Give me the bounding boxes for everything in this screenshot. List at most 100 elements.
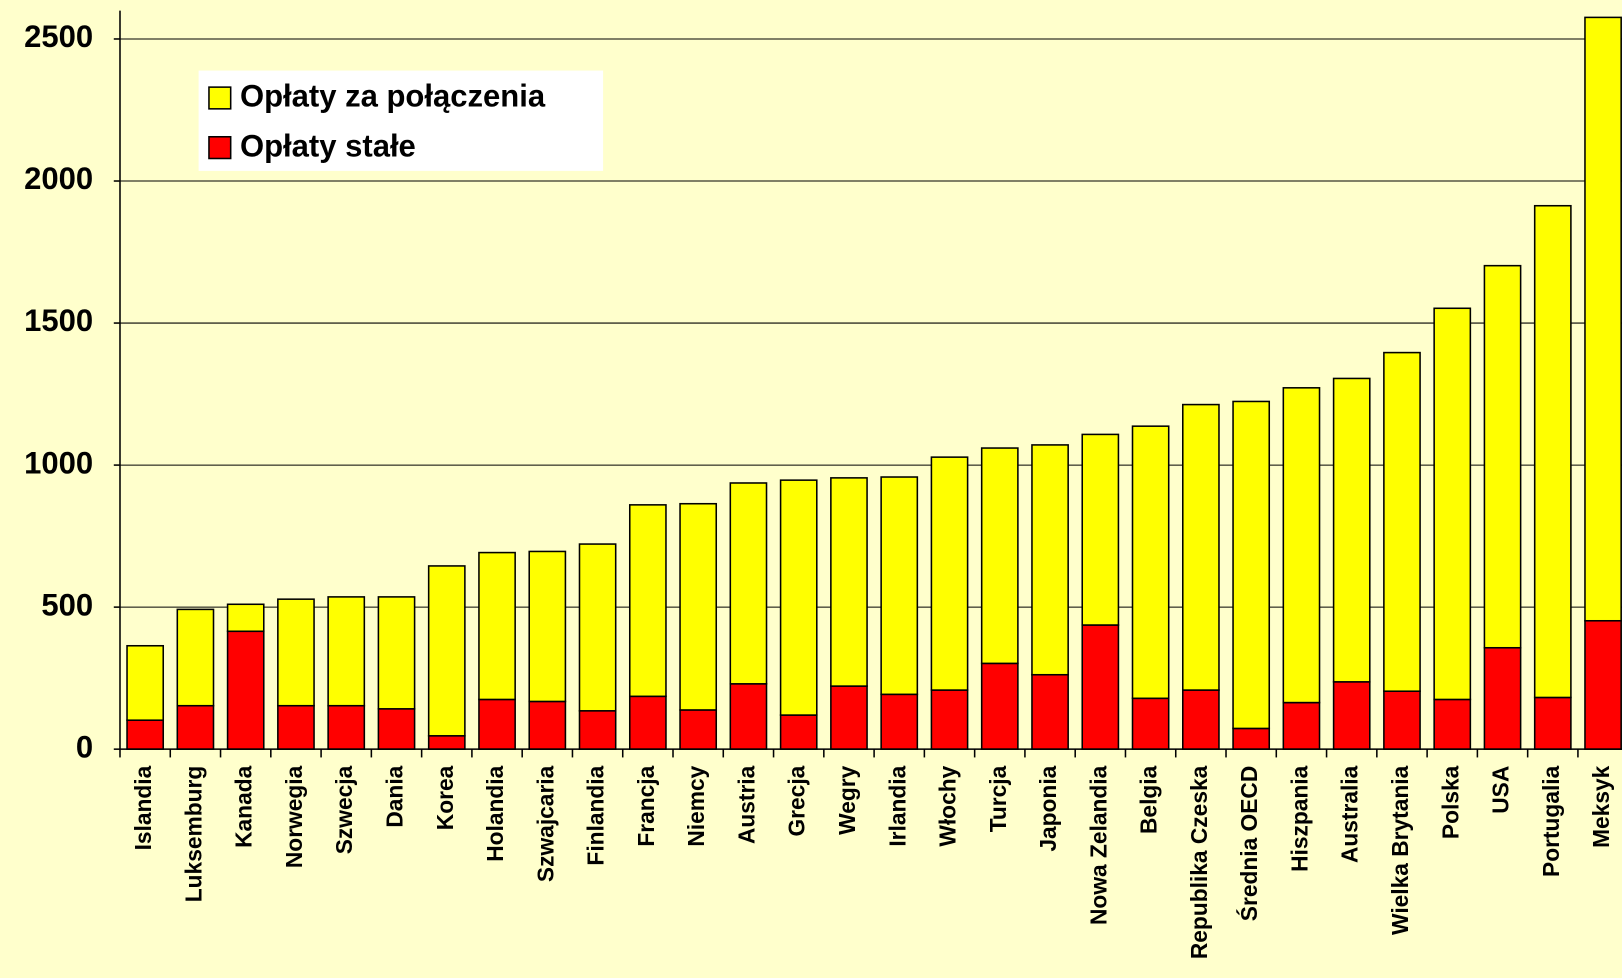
x-tick-label: Wielka Brytania xyxy=(1387,765,1413,935)
bar-segment xyxy=(1282,387,1321,704)
bar-segment xyxy=(277,598,315,707)
bar-segment xyxy=(1533,204,1572,699)
bar-segment xyxy=(1483,264,1522,649)
x-tick-label: Holandia xyxy=(482,765,508,861)
bar-segment xyxy=(1182,403,1220,691)
x-tick-label: Belgia xyxy=(1136,765,1162,834)
bar-segment xyxy=(729,683,768,750)
y-tick-label: 0 xyxy=(76,729,93,764)
bar-segment xyxy=(1031,673,1069,750)
bar-segment xyxy=(1081,433,1120,626)
bar-segment xyxy=(1383,690,1421,750)
y-tick-label: 1000 xyxy=(24,445,93,480)
bar-segment xyxy=(679,709,718,750)
bar-segment xyxy=(980,447,1019,665)
bar-segment xyxy=(1081,624,1120,750)
bar-segment xyxy=(1584,16,1622,622)
x-tick-label: Kanada xyxy=(231,765,257,848)
bar-segment xyxy=(1131,697,1170,750)
x-tick-label: Luksemburg xyxy=(180,766,206,903)
bar-segment xyxy=(377,596,416,710)
bar-segment xyxy=(679,502,718,711)
bar-segment xyxy=(176,704,215,750)
bar-segment xyxy=(126,719,165,750)
bar-segment xyxy=(327,704,366,750)
bar-segment xyxy=(1031,444,1069,676)
x-tick-label: USA xyxy=(1488,766,1514,814)
bar-segment xyxy=(226,603,265,633)
bar-segment xyxy=(930,689,969,750)
y-tick-label: 2000 xyxy=(24,161,93,196)
bar-segment xyxy=(528,550,567,703)
x-tick-label: Polska xyxy=(1437,765,1463,839)
bar-segment xyxy=(628,504,667,698)
bar-segment xyxy=(1433,698,1472,750)
bar-segment xyxy=(779,714,818,750)
bar-segment xyxy=(277,704,315,750)
bar-segment xyxy=(478,698,516,750)
legend-box xyxy=(198,70,604,171)
bar-segment xyxy=(1433,307,1472,701)
y-tick-label: 500 xyxy=(41,587,93,622)
bar-segment xyxy=(880,476,919,696)
bar-segment xyxy=(126,644,165,721)
bar-segment xyxy=(1232,727,1271,750)
x-tick-label: Finlandia xyxy=(583,765,609,865)
bar-segment xyxy=(930,456,969,691)
legend-label: Opłaty za połączenia xyxy=(240,79,546,114)
bar-segment xyxy=(528,700,567,750)
bar-segment xyxy=(327,596,366,707)
x-tick-label: Japonia xyxy=(1035,765,1061,851)
x-tick-label: Austria xyxy=(733,765,759,844)
x-tick-label: Włochy xyxy=(935,765,961,846)
x-tick-label: Turcja xyxy=(985,765,1011,832)
y-tick-label: 1500 xyxy=(24,303,93,338)
x-tick-label: Korea xyxy=(432,765,458,830)
x-tick-label: Norwegia xyxy=(281,765,307,868)
bar-segment xyxy=(880,693,919,750)
x-tick-label: Irlandia xyxy=(884,765,910,846)
bar-segment xyxy=(427,735,466,750)
bar-segment xyxy=(1232,400,1271,730)
y-tick-label: 2500 xyxy=(24,19,93,54)
legend-swatch xyxy=(208,135,232,160)
bar-segment xyxy=(1332,681,1371,750)
x-tick-label: Średnia OECD xyxy=(1236,766,1262,922)
bar-segment xyxy=(830,685,868,750)
bar-segment xyxy=(1332,377,1371,683)
x-tick-label: Republika Czeska xyxy=(1186,765,1212,959)
legend-swatch xyxy=(208,86,232,110)
bar-segment xyxy=(478,551,516,701)
bar-segment xyxy=(779,479,818,716)
bar-segment xyxy=(980,662,1019,750)
x-tick-label: Grecja xyxy=(784,765,810,836)
bar-segment xyxy=(1584,619,1622,750)
x-tick-label: Nowa Zelandia xyxy=(1085,765,1111,925)
bar-segment xyxy=(628,695,667,750)
bar-segment xyxy=(1131,425,1170,700)
bar-segment xyxy=(176,608,215,707)
bar-segment xyxy=(578,710,617,750)
x-tick-label: Hiszpania xyxy=(1286,765,1312,872)
x-tick-label: Niemcy xyxy=(683,765,709,846)
x-tick-label: Islandia xyxy=(130,765,156,850)
x-tick-label: Francja xyxy=(633,765,659,846)
x-tick-label: Szwecja xyxy=(331,765,357,854)
bar-segment xyxy=(1182,689,1220,750)
x-tick-label: Portugalia xyxy=(1538,765,1564,877)
bar-segment xyxy=(427,565,466,737)
x-tick-label: Meksyk xyxy=(1588,765,1614,848)
bar-segment xyxy=(226,630,265,750)
bar-segment xyxy=(377,708,416,750)
bar-segment xyxy=(578,543,617,712)
bar-segment xyxy=(1282,701,1321,750)
x-tick-label: Szwajcaria xyxy=(532,765,558,882)
bar-segment xyxy=(1483,646,1522,750)
bar-segment xyxy=(1383,351,1421,692)
bar-segment xyxy=(729,482,768,685)
bar-segment xyxy=(1533,696,1572,750)
x-tick-label: Dania xyxy=(382,765,408,827)
x-tick-label: Wegry xyxy=(834,765,860,834)
legend-label: Opłaty stałe xyxy=(240,128,416,163)
